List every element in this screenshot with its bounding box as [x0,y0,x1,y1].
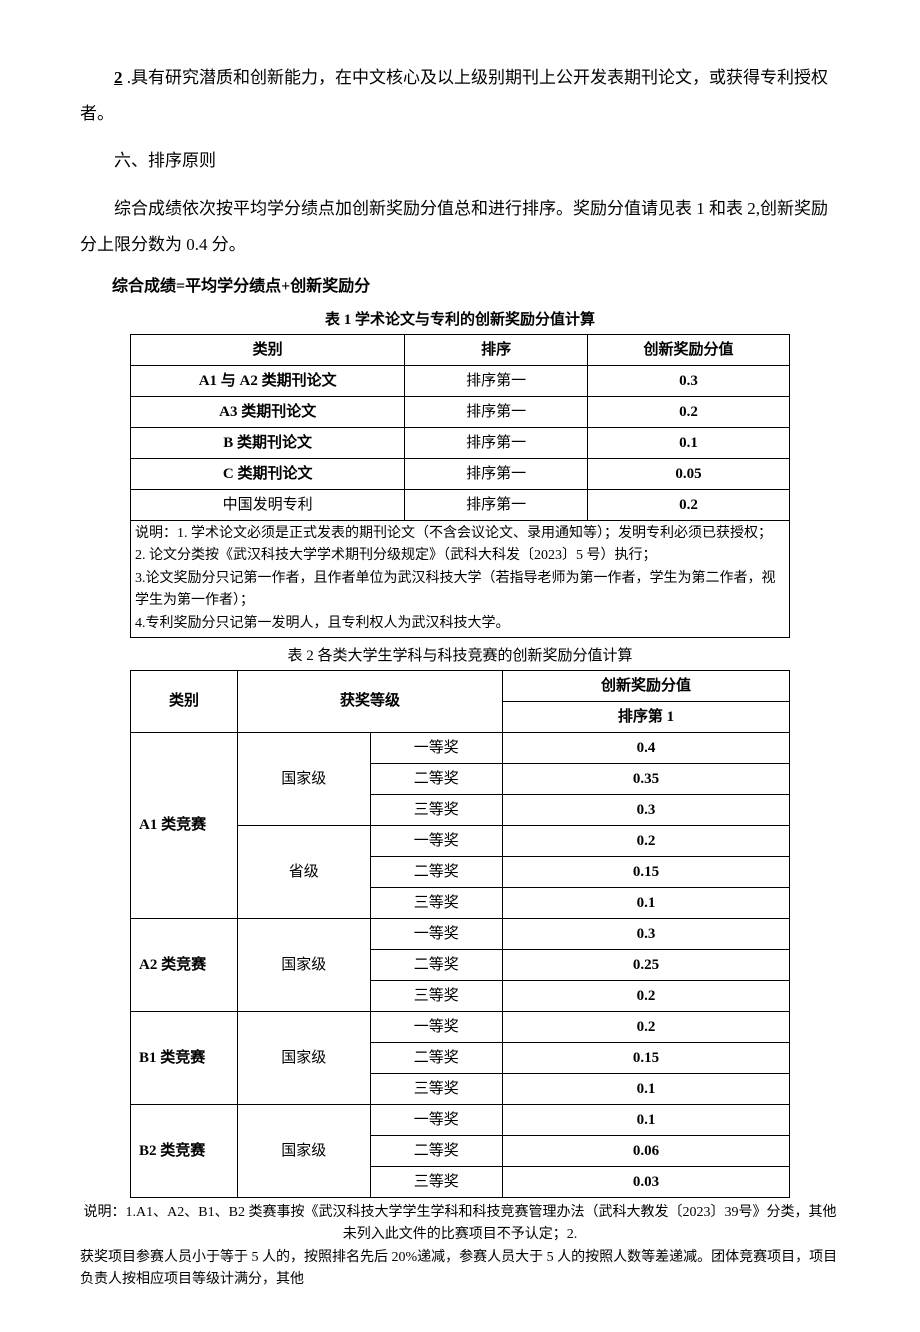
table2-value: 0.2 [503,980,790,1011]
table2-cat: A2 类竞赛 [131,918,238,1011]
table2-value: 0.15 [503,1042,790,1073]
table2-prize: 三等奖 [370,1073,503,1104]
table2-h3sub: 排序第 1 [503,701,790,732]
table2-value: 0.35 [503,763,790,794]
table2-level: 国家级 [238,918,371,1011]
table2-level: 国家级 [238,732,371,825]
table1-cell: A1 与 A2 类期刊论文 [131,366,405,397]
table1-cell: 0.3 [588,366,790,397]
table1-cell: 排序第一 [405,428,588,459]
table2-value: 0.25 [503,949,790,980]
table1-cell: 排序第一 [405,459,588,490]
table2-cat: B1 类竞赛 [131,1011,238,1104]
table2-prize: 二等奖 [370,1042,503,1073]
table1-note1: 说明：1. 学术论文必须是正式发表的期刊论文（不含会议论文、录用通知等）；发明专… [135,523,785,545]
table2-prize: 一等奖 [370,1104,503,1135]
table2-prize: 二等奖 [370,856,503,887]
table2-prize: 三等奖 [370,794,503,825]
table-row: B1 类竞赛 国家级 一等奖 0.2 [131,1011,790,1042]
table1-h3: 创新奖励分值 [588,335,790,366]
item-number: 2 [114,68,123,87]
table2-value: 0.2 [503,825,790,856]
formula-line: 综合成绩=平均学分绩点+创新奖励分 [80,274,840,300]
table1-cell: C 类期刊论文 [131,459,405,490]
table2-prize: 二等奖 [370,1135,503,1166]
table2-prize: 二等奖 [370,949,503,980]
table2-prize: 二等奖 [370,763,503,794]
table1-note2: 2. 论文分类按《武汉科技大学学术期刊分级规定》（武科大科发〔2023〕5 号）… [135,545,785,567]
table-row: A1 与 A2 类期刊论文 排序第一 0.3 [131,366,790,397]
table2-caption: 表 2 各类大学生学科与科技竞赛的创新奖励分值计算 [80,644,840,668]
table2-prize: 三等奖 [370,1166,503,1197]
table1-header-row: 类别 排序 创新奖励分值 [131,335,790,366]
table1-h1: 类别 [131,335,405,366]
table1: 类别 排序 创新奖励分值 A1 与 A2 类期刊论文 排序第一 0.3 A3 类… [130,334,790,521]
table2-level: 国家级 [238,1011,371,1104]
table2-h3: 创新奖励分值 [503,670,790,701]
table2-value: 0.15 [503,856,790,887]
table1-cell: 中国发明专利 [131,490,405,521]
table2-level: 省级 [238,825,371,918]
table2-prize: 三等奖 [370,887,503,918]
table2-value: 0.03 [503,1166,790,1197]
table-row: C 类期刊论文 排序第一 0.05 [131,459,790,490]
table2-level: 国家级 [238,1104,371,1197]
table2-value: 0.06 [503,1135,790,1166]
table2-h1: 类别 [131,670,238,732]
table2-prize: 一等奖 [370,732,503,763]
table2-value: 0.3 [503,918,790,949]
table2-value: 0.1 [503,887,790,918]
table2-header-row1: 类别 获奖等级 创新奖励分值 [131,670,790,701]
table1-note4: 4.专利奖励分只记第一发明人，且专利权人为武汉科技大学。 [135,613,785,635]
table-row: A2 类竞赛 国家级 一等奖 0.3 [131,918,790,949]
table1-note3: 3.论文奖励分只记第一作者，且作者单位为武汉科技大学（若指导老师为第一作者，学生… [135,568,785,613]
table1-cell: 0.05 [588,459,790,490]
table1-h2: 排序 [405,335,588,366]
table-row: 中国发明专利 排序第一 0.2 [131,490,790,521]
section-heading-6: 六、排序原则 [80,143,840,179]
table1-cell: A3 类期刊论文 [131,397,405,428]
table2-h2: 获奖等级 [238,670,503,732]
table1-cell: 0.2 [588,490,790,521]
table2-note2: 获奖项目参赛人员小于等于 5 人的，按照排名先后 20%递减，参赛人员大于 5 … [80,1247,840,1292]
table2-note1: 说明：1.A1、A2、B1、B2 类赛事按《武汉科技大学学生学科和科技竞赛管理办… [80,1202,840,1247]
table2-notes: 说明：1.A1、A2、B1、B2 类赛事按《武汉科技大学学生学科和科技竞赛管理办… [80,1202,840,1292]
table1-cell: 排序第一 [405,490,588,521]
table1-cell: 0.2 [588,397,790,428]
table-row: B 类期刊论文 排序第一 0.1 [131,428,790,459]
table1-cell: 0.1 [588,428,790,459]
item-body: .具有研究潜质和创新能力，在中文核心及以上级别期刊上公开发表期刊论文，或获得专利… [80,68,828,123]
table2-value: 0.2 [503,1011,790,1042]
table2-value: 0.1 [503,1104,790,1135]
table2-cat: A1 类竞赛 [131,732,238,918]
paragraph-principle: 综合成绩依次按平均学分绩点加创新奖励分值总和进行排序。奖励分值请见表 1 和表 … [80,191,840,262]
table2-cat: B2 类竞赛 [131,1104,238,1197]
table1-caption: 表 1 学术论文与专利的创新奖励分值计算 [80,308,840,332]
table2-prize: 一等奖 [370,825,503,856]
table2-value: 0.3 [503,794,790,825]
table2-prize: 三等奖 [370,980,503,1011]
table1-notes: 说明：1. 学术论文必须是正式发表的期刊论文（不含会议论文、录用通知等）；发明专… [130,521,790,638]
table-row: A1 类竞赛 国家级 一等奖 0.4 [131,732,790,763]
table1-cell: B 类期刊论文 [131,428,405,459]
table2-value: 0.1 [503,1073,790,1104]
table-row: B2 类竞赛 国家级 一等奖 0.1 [131,1104,790,1135]
table2-value: 0.4 [503,732,790,763]
table-row: A3 类期刊论文 排序第一 0.2 [131,397,790,428]
table2: 类别 获奖等级 创新奖励分值 排序第 1 A1 类竞赛 国家级 一等奖 0.4 … [130,670,790,1198]
table1-cell: 排序第一 [405,366,588,397]
table2-prize: 一等奖 [370,918,503,949]
paragraph-2: 2 .具有研究潜质和创新能力，在中文核心及以上级别期刊上公开发表期刊论文，或获得… [80,60,840,131]
table2-prize: 一等奖 [370,1011,503,1042]
table1-cell: 排序第一 [405,397,588,428]
